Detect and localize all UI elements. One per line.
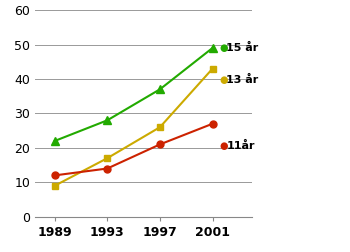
Text: ●: ● [219, 43, 228, 53]
Text: ●: ● [219, 141, 228, 151]
Text: 13 år: 13 år [226, 75, 259, 85]
Text: 15 år: 15 år [226, 43, 259, 53]
Text: ●: ● [219, 75, 228, 85]
Text: 11år: 11år [226, 141, 255, 151]
